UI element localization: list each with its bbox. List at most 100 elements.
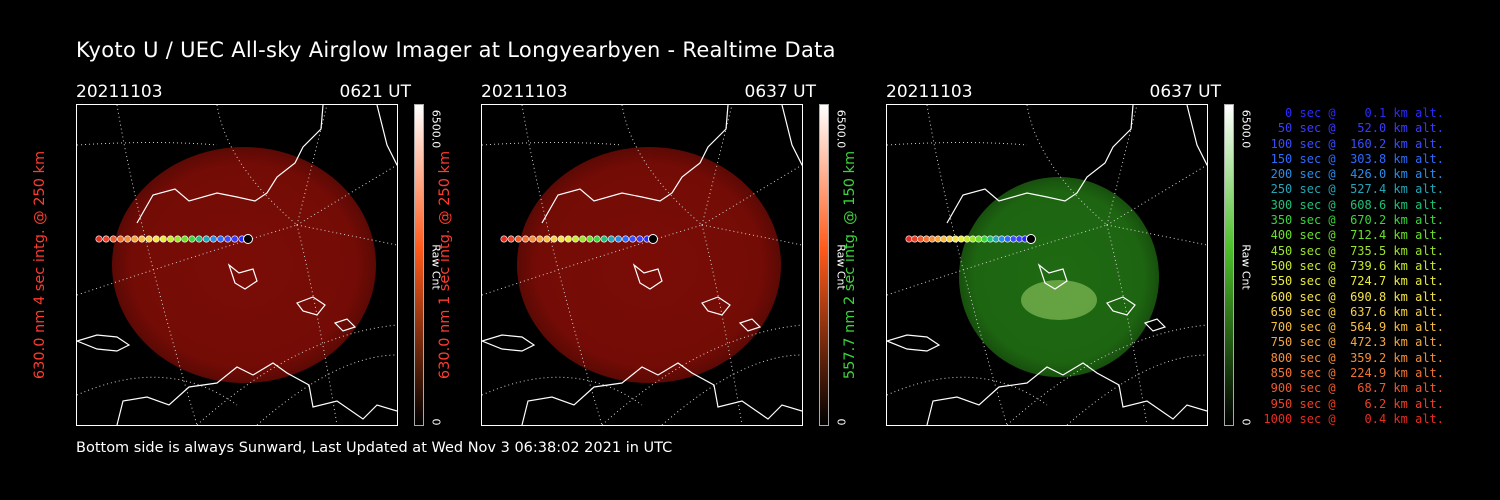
legend-row: 100 sec @ 160.2 km alt. (1263, 136, 1444, 151)
track-point (586, 235, 594, 243)
legend-row: 350 sec @ 670.2 km alt. (1263, 213, 1444, 228)
colorbar-max-label: 6500.0 (1239, 109, 1253, 149)
page-title: Kyoto U / UEC All-sky Airglow Imager at … (76, 38, 836, 62)
panel-ylabel: 630.0 nm 1 sec intg. @ 250 km (425, 104, 465, 426)
track-point (572, 235, 580, 243)
panel-time: 0637 UT (1149, 82, 1222, 102)
coastline (482, 334, 536, 352)
map-gridline (296, 224, 397, 246)
track-point (550, 235, 558, 243)
track-point (521, 235, 529, 243)
track-point (992, 235, 1000, 243)
legend-row: 450 sec @ 735.5 km alt. (1263, 243, 1444, 258)
colorbar (414, 104, 424, 426)
track-point (917, 235, 925, 243)
coastline (296, 296, 326, 316)
panel-ylabel-text: 630.0 nm 1 sec intg. @ 250 km (437, 150, 453, 380)
track-point (980, 235, 988, 243)
track-point (124, 235, 132, 243)
legend-row: 800 sec @ 359.2 km alt. (1263, 350, 1444, 365)
panel-time: 0621 UT (339, 82, 412, 102)
satellite-track-legend: 0 sec @ 0.1 km alt. 50 sec @ 52.0 km alt… (1262, 106, 1444, 427)
legend-row: 300 sec @ 608.6 km alt. (1263, 197, 1444, 212)
track-point (614, 235, 622, 243)
allsky-disk (959, 177, 1159, 377)
track-point (529, 235, 537, 243)
track-point (579, 235, 587, 243)
track-point (564, 235, 572, 243)
track-point (131, 235, 139, 243)
track-point (202, 235, 210, 243)
track-point (167, 235, 175, 243)
map-gridline (887, 224, 1108, 296)
coastline (926, 362, 1207, 425)
map-gridline (77, 224, 298, 296)
map-gridline (701, 224, 802, 246)
allsky-image-map[interactable] (76, 104, 398, 426)
panel-time: 0637 UT (744, 82, 817, 102)
airglow-panel-2: 20211103 0637 UT 630.0 nm 1 sec intg. @ … (437, 82, 851, 432)
map-gridline (887, 376, 1048, 406)
map-gridline (521, 105, 603, 425)
panel-ylabel: 557.7 nm 2 sec intg. @ 150 km (830, 104, 870, 426)
map-gridline (926, 105, 1008, 425)
track-point (622, 235, 630, 243)
track-point (593, 235, 601, 243)
legend-row: 50 sec @ 52.0 km alt. (1263, 121, 1444, 136)
legend-row: 500 sec @ 739.6 km alt. (1263, 258, 1444, 273)
legend-row: 250 sec @ 527.4 km alt. (1263, 182, 1444, 197)
coastline (333, 318, 357, 332)
footer-status: Bottom side is always Sunward, Last Upda… (76, 440, 673, 456)
aurora-glow (1021, 280, 1097, 320)
map-gridline (116, 105, 198, 425)
coastline (701, 296, 731, 316)
legend-row: 700 sec @ 564.9 km alt. (1263, 320, 1444, 335)
track-point (174, 235, 182, 243)
track-point (224, 235, 232, 243)
track-point (536, 235, 544, 243)
legend-row: 400 sec @ 712.4 km alt. (1263, 228, 1444, 243)
legend-row: 200 sec @ 426.0 km alt. (1263, 167, 1444, 182)
track-point (152, 235, 160, 243)
track-point (963, 235, 971, 243)
allsky-image-map[interactable] (886, 104, 1208, 426)
map-gridline (296, 105, 328, 226)
track-point (1015, 235, 1023, 243)
track-point (969, 235, 977, 243)
track-point (500, 235, 508, 243)
track-point (946, 235, 954, 243)
track-point (188, 235, 196, 243)
track-point (940, 235, 948, 243)
map-gridline (1006, 324, 1207, 425)
coastline (521, 362, 802, 425)
track-point (102, 235, 110, 243)
track-point (957, 235, 965, 243)
map-gridline (601, 324, 802, 425)
coastline (887, 334, 941, 352)
panel-ylabel-text: 630.0 nm 4 sec intg. @ 250 km (32, 150, 48, 380)
track-point (934, 235, 942, 243)
allsky-image-map[interactable] (481, 104, 803, 426)
track-point (116, 235, 124, 243)
track-point (231, 235, 239, 243)
legend-row: 600 sec @ 690.8 km alt. (1263, 289, 1444, 304)
allsky-disk (517, 147, 781, 383)
track-point (138, 235, 146, 243)
airglow-panel-1: 20211103 0621 UT 630.0 nm 4 sec intg. @ … (32, 82, 446, 432)
map-gridline (482, 224, 703, 296)
track-point (181, 235, 189, 243)
map-gridline (196, 324, 397, 425)
legend-row: 950 sec @ 6.2 km alt. (1263, 396, 1444, 411)
track-point (986, 235, 994, 243)
coastline (136, 105, 324, 224)
coastline (77, 334, 131, 352)
panel-ylabel: 630.0 nm 4 sec intg. @ 250 km (20, 104, 60, 426)
coastline (738, 318, 762, 332)
legend-row: 1000 sec @ 0.4 km alt. (1263, 411, 1444, 426)
track-point (928, 235, 936, 243)
colorbar-min-label: 0 (1239, 418, 1253, 426)
track-point (922, 235, 930, 243)
coastline (116, 362, 397, 425)
colorbar (819, 104, 829, 426)
map-gridline (1106, 105, 1138, 226)
